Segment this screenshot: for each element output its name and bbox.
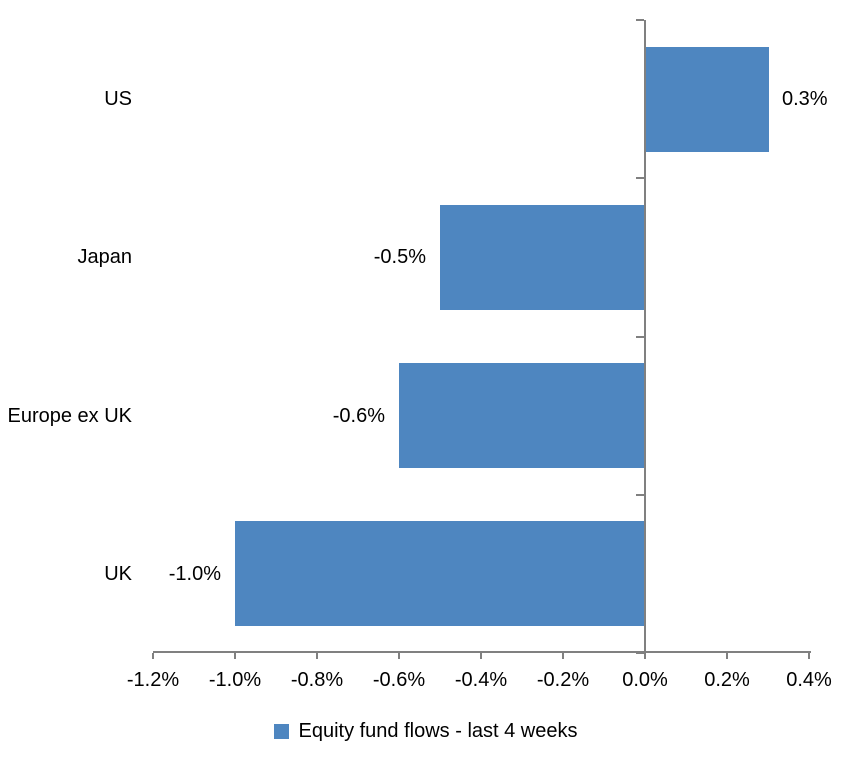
data-label-japan: -0.5% — [373, 246, 426, 269]
category-axis-tick — [636, 335, 644, 338]
value-axis-tick-label: -0.4% — [454, 669, 508, 691]
value-axis-tick-label: 0.0% — [622, 669, 668, 691]
value-axis-tick — [562, 653, 564, 659]
category-label-japan: Japan — [77, 246, 133, 269]
value-axis-tick — [726, 653, 728, 659]
value-axis-tick-label: -0.2% — [536, 669, 590, 691]
category-label-uk: UK — [104, 562, 132, 585]
legend-marker-swatch — [274, 723, 290, 739]
value-axis-tick — [808, 653, 810, 659]
category-label-us: US — [104, 88, 132, 111]
data-label-europe-ex-uk: -0.6% — [332, 404, 385, 427]
data-label-us: 0.3% — [782, 88, 828, 111]
category-axis-tick — [636, 19, 644, 21]
legend-series-label: Equity fund flows - last 4 weeks — [298, 720, 578, 742]
value-axis-tick-label: -0.6% — [372, 669, 426, 691]
bar-us — [646, 46, 769, 152]
value-axis-tick-label: -1.2% — [126, 669, 180, 691]
category-axis-tick — [636, 652, 644, 654]
data-label-uk: -1.0% — [168, 562, 221, 585]
value-axis-tick-label: -0.8% — [290, 669, 344, 691]
category-axis-tick — [636, 493, 644, 496]
legend: Equity fund flows - last 4 weeks — [0, 719, 852, 743]
value-axis-tick — [644, 653, 646, 659]
value-axis-tick — [316, 653, 318, 659]
value-axis-tick-label: 0.2% — [704, 669, 750, 691]
bar-uk — [235, 521, 645, 627]
value-axis-line — [153, 651, 811, 653]
value-axis-tick — [152, 653, 154, 659]
category-axis-tick — [636, 177, 644, 180]
value-axis-tick — [480, 653, 482, 659]
value-axis-tick — [398, 653, 400, 659]
bar-japan — [440, 204, 645, 310]
category-axis-line — [644, 20, 646, 653]
value-axis-tick-label: 0.4% — [786, 669, 832, 691]
value-axis-tick-label: -1.0% — [208, 669, 262, 691]
bar-europe-ex-uk — [399, 363, 645, 469]
value-axis-tick — [234, 653, 236, 659]
category-label-europe-ex-uk: Europe ex UK — [7, 404, 132, 427]
